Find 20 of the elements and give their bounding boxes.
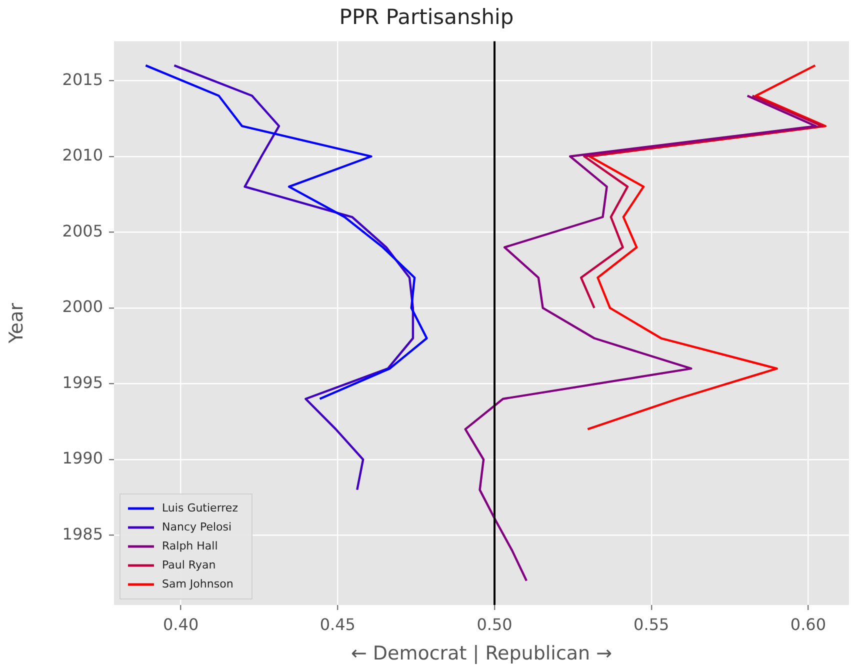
legend-label: Nancy Pelosi <box>162 520 232 534</box>
y-axis-title: Year <box>5 302 28 344</box>
x-tick-label: 0.50 <box>476 614 512 634</box>
y-tick-label: 1995 <box>62 372 103 392</box>
x-tick-label: 0.45 <box>320 614 356 634</box>
x-axis-title: ← Democrat | Republican → <box>350 642 612 665</box>
legend-label: Sam Johnson <box>162 577 234 590</box>
x-tick-label: 0.40 <box>163 614 199 634</box>
legend-label: Paul Ryan <box>162 558 216 572</box>
x-tick-label: 0.60 <box>790 614 826 634</box>
y-tick-label: 2015 <box>62 70 103 89</box>
chart-title: PPR Partisanship <box>339 5 514 30</box>
y-tick-label: 1985 <box>62 524 103 544</box>
y-tick-label: 2010 <box>62 146 103 165</box>
legend-label: Ralph Hall <box>162 539 218 552</box>
y-tick-label: 1990 <box>62 448 103 468</box>
y-tick-label: 2000 <box>62 297 103 316</box>
x-tick-label: 0.55 <box>634 614 670 634</box>
legend-label: Luis Gutierrez <box>162 501 238 514</box>
y-tick-label: 2005 <box>62 221 103 240</box>
